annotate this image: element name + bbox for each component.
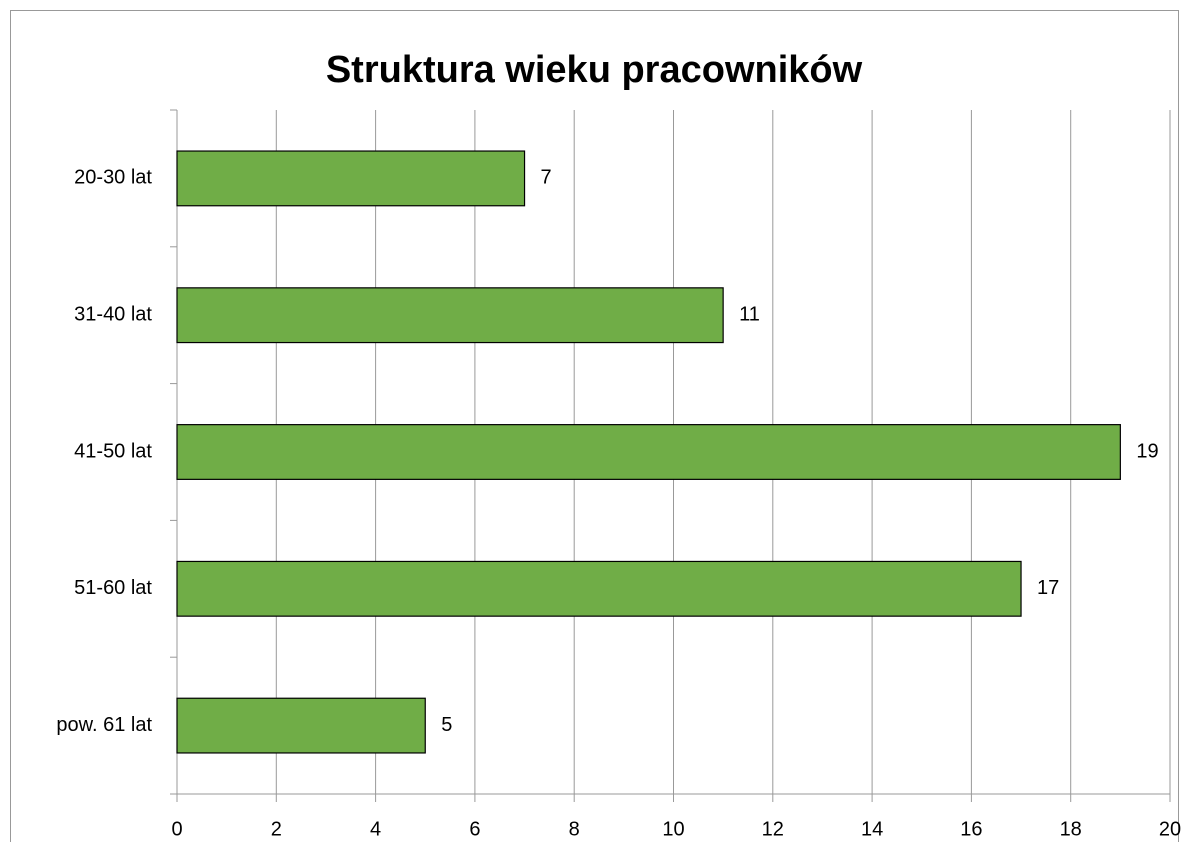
x-tick-label: 18: [1060, 818, 1082, 840]
y-tick-label: 31-40 lat: [74, 303, 152, 325]
data-label: 7: [541, 167, 552, 189]
x-tick-label: 6: [469, 818, 480, 840]
bar: [176, 150, 526, 207]
data-label: 17: [1037, 577, 1059, 599]
x-tick-label: 0: [171, 818, 182, 840]
x-tick-label: 12: [762, 818, 784, 840]
x-tick-label: 20: [1159, 818, 1181, 840]
bar: [176, 287, 724, 344]
x-tick-label: 2: [271, 818, 282, 840]
chart-title: Struktura wieku pracowników: [326, 49, 863, 91]
y-tick-label: 51-60 lat: [74, 577, 152, 599]
y-tick-label: 20-30 lat: [74, 167, 152, 189]
x-tick-label: 4: [370, 818, 381, 840]
y-tick-label: 41-50 lat: [74, 440, 152, 462]
data-label: 11: [739, 303, 760, 325]
bar: [176, 697, 426, 754]
bar: [176, 424, 1121, 480]
data-label: 19: [1136, 440, 1158, 462]
bar: [176, 560, 1022, 617]
y-tick-label: pow. 61 lat: [56, 714, 152, 736]
x-tick-label: 10: [662, 818, 684, 840]
x-tick-label: 14: [861, 818, 883, 840]
data-label: 5: [441, 714, 452, 736]
x-tick-label: 16: [960, 818, 982, 840]
x-tick-label: 8: [569, 818, 580, 840]
